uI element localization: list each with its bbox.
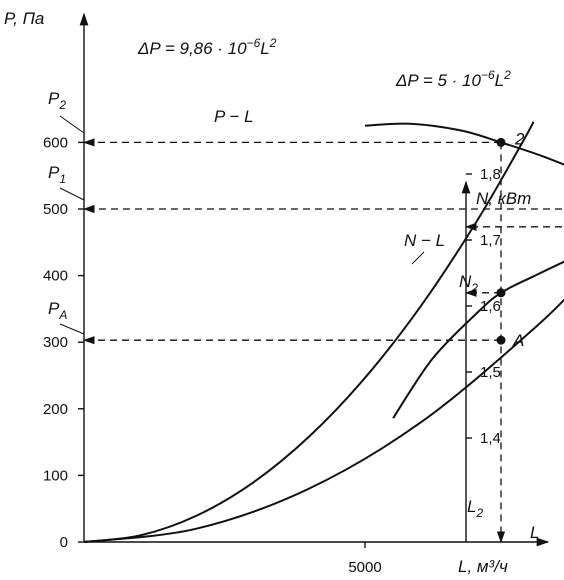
annotation-label: PA: [48, 299, 67, 322]
x-axis-short-title: L: [530, 523, 539, 542]
annotation-label-main: P: [48, 89, 60, 108]
curve-p-l: [364, 122, 564, 166]
formula-label-5-tail: L: [495, 71, 504, 90]
curve-label-n-l-leader: [411, 251, 425, 265]
formula-label-5: ΔP = 5 · 10−6L2: [395, 68, 511, 90]
points: [496, 137, 506, 345]
point-2: [496, 137, 506, 147]
point-label: A: [512, 331, 524, 350]
y-right-tick-label: 1,6: [480, 298, 501, 315]
annotation-label-main: L: [467, 497, 476, 516]
point-label-main: N: [459, 272, 472, 291]
y-left-tick-label: 600: [43, 134, 68, 151]
annotation-label-sub: A: [58, 308, 67, 322]
formula-label-9-86-tail: L: [260, 39, 269, 58]
curve-network-5: [83, 298, 564, 543]
formula-label-5-exp: −6: [481, 68, 495, 82]
annotation-label-sub: 1: [59, 172, 66, 186]
annotation-label-sub: 2: [58, 98, 66, 112]
y-axis-right-title: N, кВт: [476, 189, 531, 208]
annotation-label-main: P: [48, 163, 60, 182]
curves: [83, 121, 564, 543]
curve-n-l: [392, 260, 564, 419]
y-right-tick-label: 1,4: [480, 430, 501, 447]
formula-label-9-86-exp: −6: [247, 36, 261, 50]
y-left-tick-label: 500: [43, 201, 68, 218]
y-right-tick-label: 1,7: [480, 232, 501, 249]
annotation-label: L2: [467, 497, 483, 520]
annotation-label-main: P: [48, 299, 60, 318]
formula-label-9-86-main: ΔP = 9,86 · 10: [137, 39, 247, 58]
formula-label-9-86-tail-exp: 2: [269, 36, 277, 50]
annotation-leader: [59, 323, 85, 335]
axes: 01002003004005006005000100001,41,51,61,7…: [43, 12, 550, 576]
formula-label-5-main: ΔP = 5 · 10: [395, 71, 482, 90]
y-left-tick-label: 300: [43, 334, 68, 351]
y-right-tick-label: 1,5: [480, 364, 501, 381]
annotation-leader: [59, 115, 85, 134]
annotation-leader: [59, 187, 85, 201]
curve-network-9-86: [83, 121, 535, 543]
y-right-tick-label: 1,8: [480, 166, 501, 183]
guide-lines: [82, 138, 564, 544]
point-a: [496, 335, 506, 345]
curve-label-p-l: P − L: [214, 107, 254, 126]
point-label: N2: [459, 272, 478, 295]
formula-label-9-86: ΔP = 9,86 · 10−6L2: [137, 36, 277, 58]
curve-label-n-l: N − L: [404, 231, 445, 250]
annotation-label: P2: [48, 89, 66, 112]
y-left-tick-label: 400: [43, 268, 68, 285]
y-left-tick-label: 0: [60, 534, 68, 551]
point-n2: [496, 288, 506, 298]
point-label: 2: [514, 129, 525, 148]
y-left-tick-label: 100: [43, 467, 68, 484]
y-left-tick-label: 200: [43, 401, 68, 418]
annotation-label: P1: [48, 163, 66, 186]
formula-label-5-tail-exp: 2: [503, 68, 511, 82]
annotation-label-sub: 2: [475, 506, 483, 520]
x-axis-title: L, м³/ч: [458, 557, 508, 576]
point-label-main: 2: [514, 129, 525, 148]
x-tick-label: 5000: [348, 559, 381, 576]
y-axis-left-title: P, Па: [4, 9, 44, 28]
point-label-main: A: [512, 331, 524, 350]
point-label-sub: 2: [470, 281, 478, 295]
